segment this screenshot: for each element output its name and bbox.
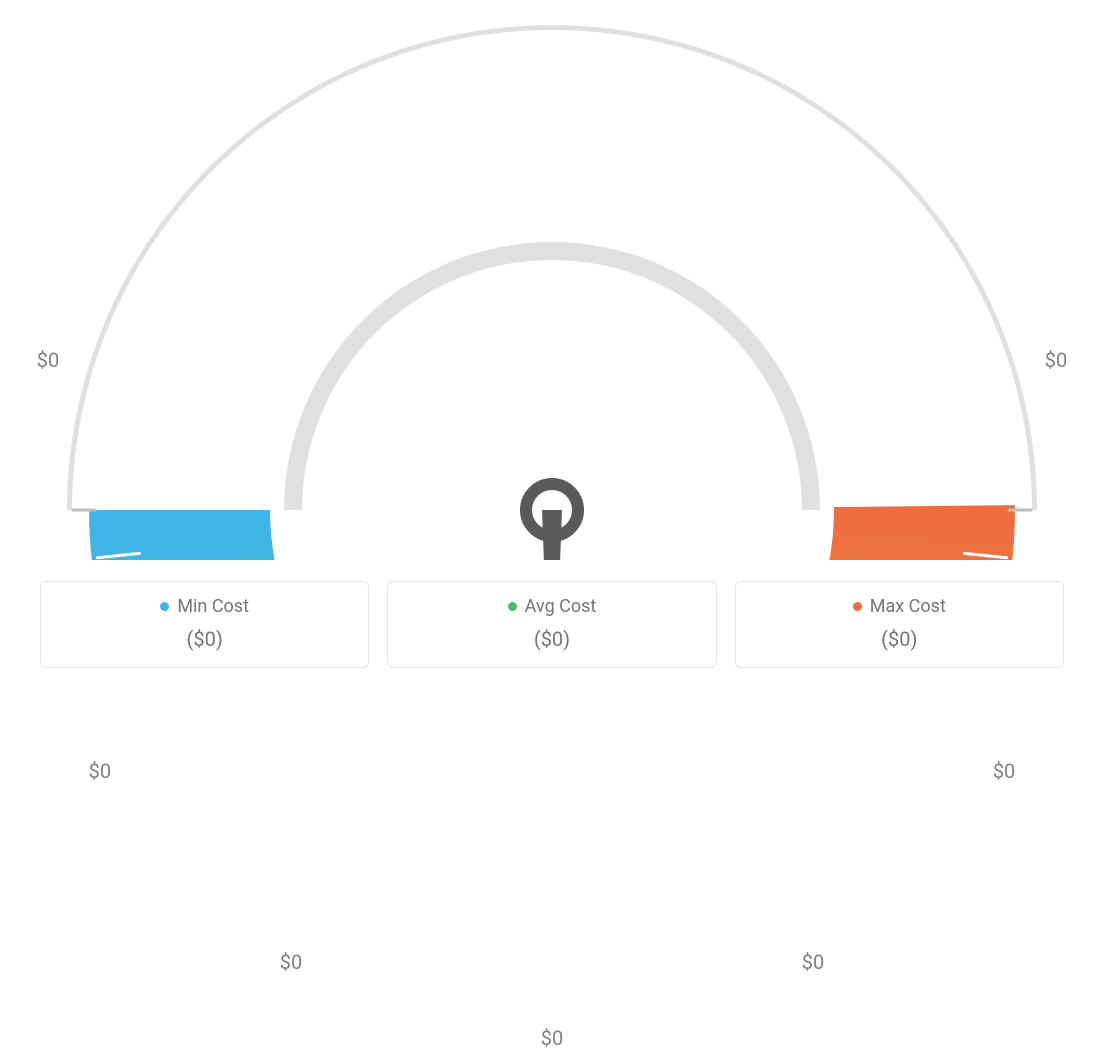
legend-label-min: Min Cost (177, 596, 249, 617)
gauge-tick-label: $0 (280, 950, 302, 974)
gauge-tick-label: $0 (993, 759, 1015, 783)
legend-card-min: Min Cost ($0) (40, 581, 369, 668)
legend-title-min: Min Cost (160, 596, 249, 617)
gauge-tick-label: $0 (1045, 348, 1067, 372)
gauge-tick-label: $0 (37, 348, 59, 372)
legend-value-avg: ($0) (408, 627, 695, 651)
cost-gauge-chart: $0$0$0$0$0$0$0 Min Cost ($0) Avg Cost ($… (0, 0, 1104, 690)
legend-card-max: Max Cost ($0) (735, 581, 1064, 668)
legend-label-max: Max Cost (870, 596, 946, 617)
gauge-tick-label: $0 (541, 1026, 563, 1050)
gauge-area: $0$0$0$0$0$0$0 (0, 0, 1104, 560)
legend-value-min: ($0) (61, 627, 348, 651)
legend-card-avg: Avg Cost ($0) (387, 581, 716, 668)
legend-title-max: Max Cost (853, 596, 946, 617)
gauge-tick-label: $0 (89, 759, 111, 783)
gauge-svg (0, 0, 1104, 560)
legend-row: Min Cost ($0) Avg Cost ($0) Max Cost ($0… (40, 581, 1064, 668)
gauge-tick-label: $0 (802, 950, 824, 974)
legend-dot-max (853, 602, 862, 611)
legend-title-avg: Avg Cost (508, 596, 597, 617)
legend-label-avg: Avg Cost (525, 596, 597, 617)
legend-value-max: ($0) (756, 627, 1043, 651)
legend-dot-avg (508, 602, 517, 611)
legend-dot-min (160, 602, 169, 611)
